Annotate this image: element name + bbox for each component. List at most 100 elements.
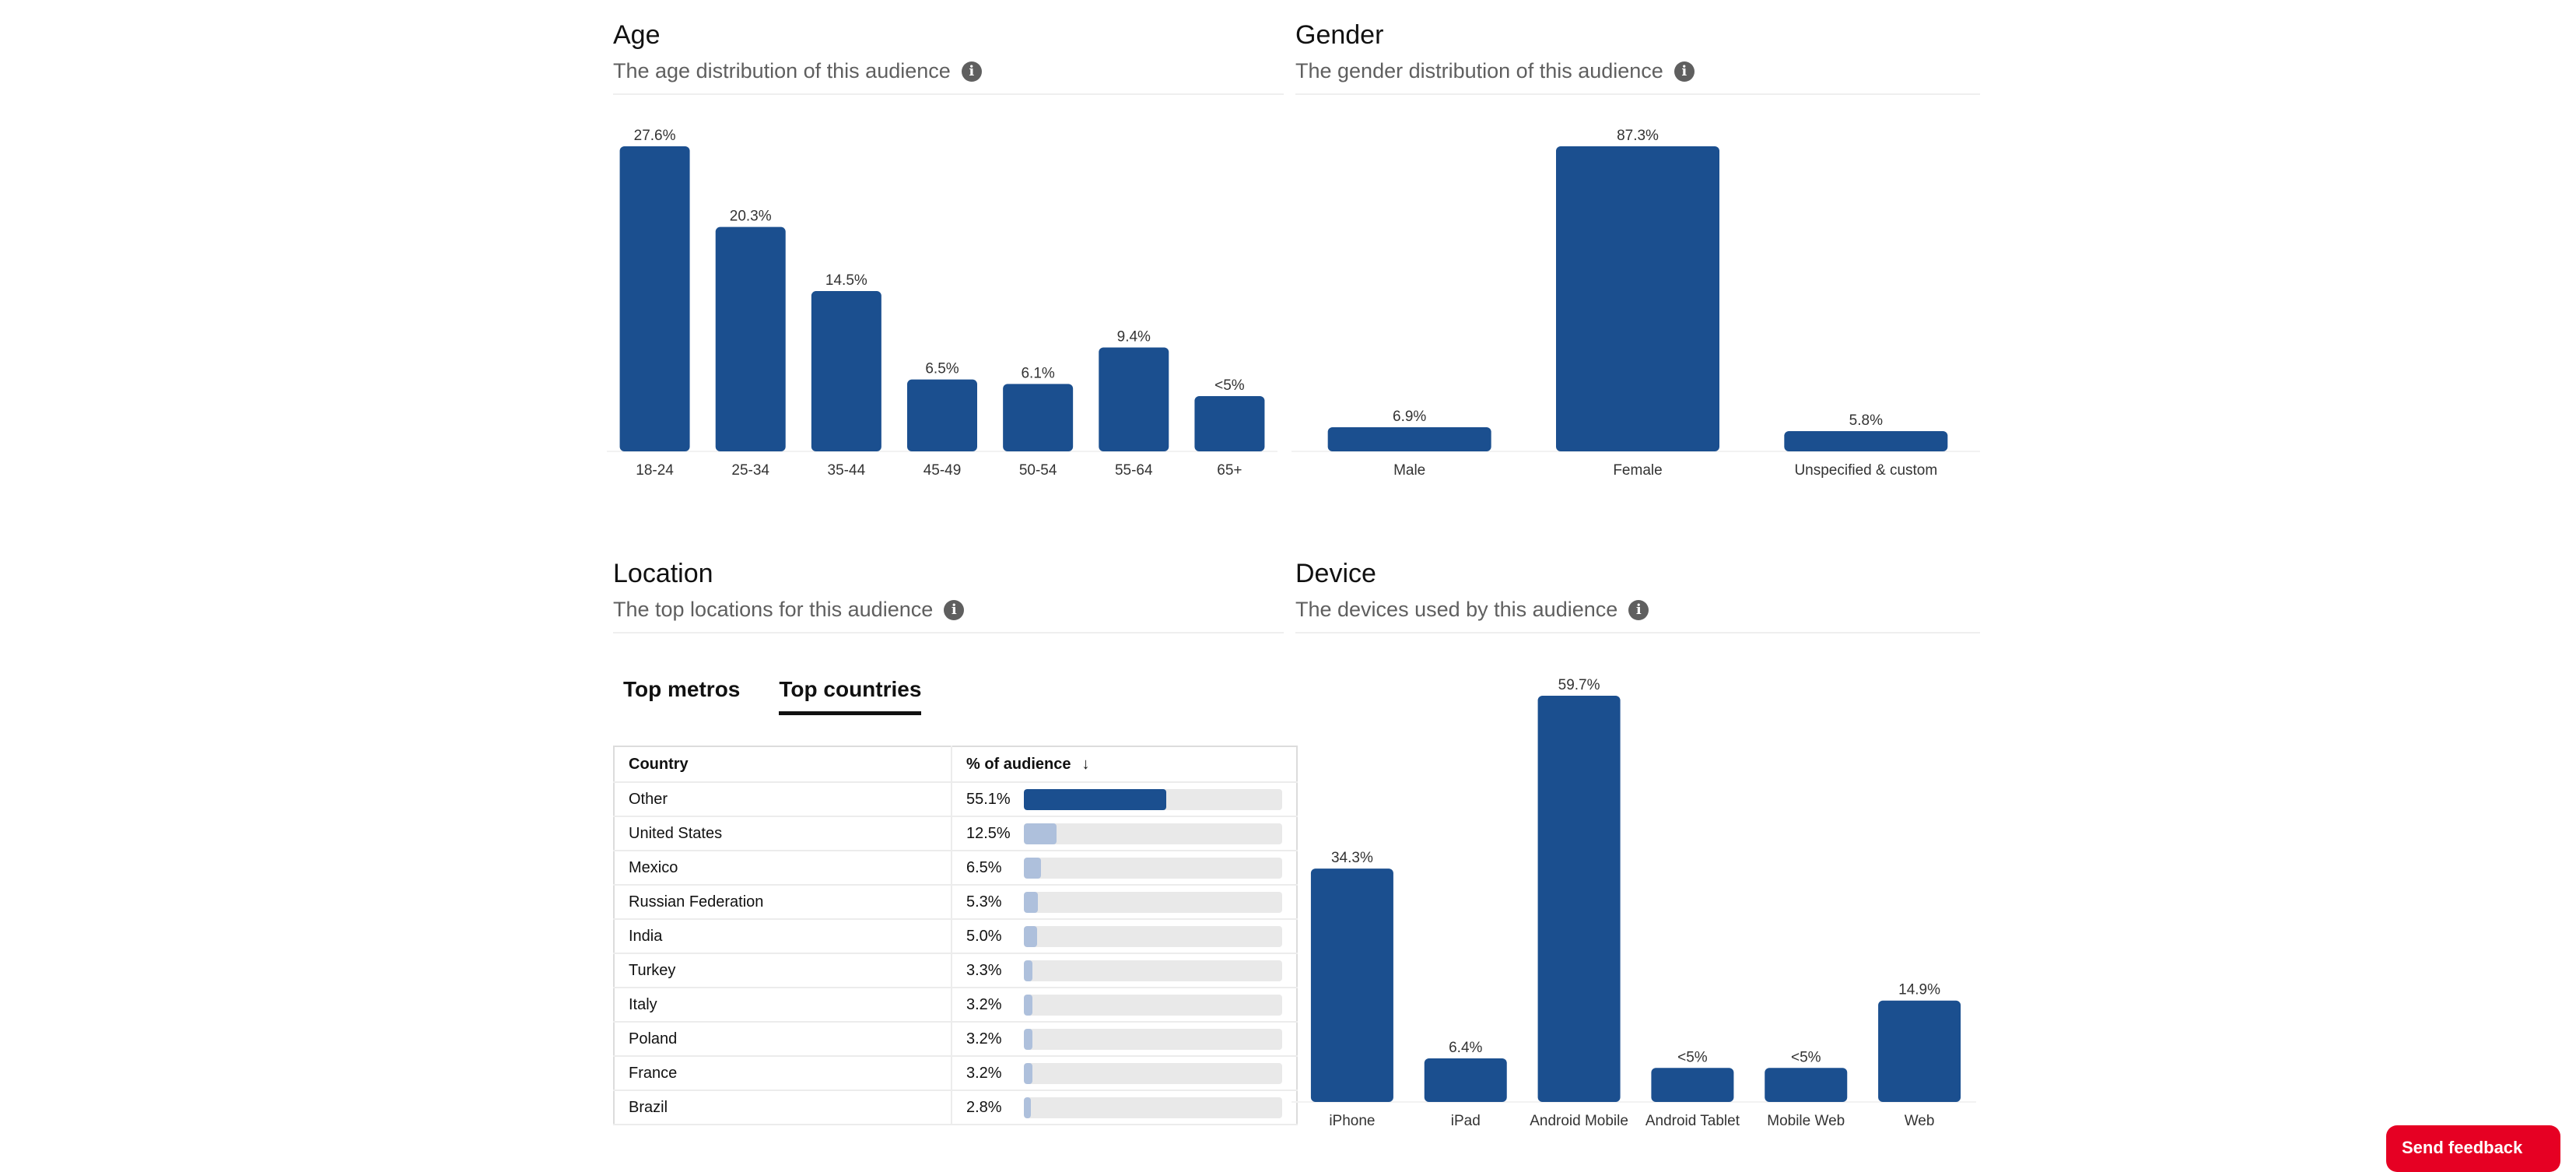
bar-50-54[interactable] bbox=[1003, 384, 1074, 451]
pct-value: 3.3% bbox=[966, 961, 1002, 979]
pct-value: 5.0% bbox=[966, 927, 1002, 945]
age-chart: 27.6% 18-24 20.3% 25-34 14.5% 35-44 6.5% 45-49 6… bbox=[607, 128, 1277, 479]
country-column-header[interactable]: Country bbox=[614, 746, 952, 782]
x-tick-label: 55-64 bbox=[1115, 462, 1153, 479]
bar-ipad[interactable] bbox=[1424, 1058, 1507, 1102]
data-label: 6.5% bbox=[925, 361, 959, 377]
pct-bar-track bbox=[1024, 823, 1282, 844]
data-label: 34.3% bbox=[1331, 850, 1373, 866]
pct-bar-fill bbox=[1024, 1028, 1032, 1050]
pct-value: 2.8% bbox=[966, 1098, 1002, 1116]
pct-bar-track bbox=[1024, 1062, 1282, 1084]
country-pct-cell: 5.0% bbox=[952, 919, 1297, 953]
bar-web[interactable] bbox=[1878, 1000, 1961, 1102]
data-label: 87.3% bbox=[1617, 128, 1659, 144]
pct-bar-fill bbox=[1024, 960, 1032, 981]
info-icon[interactable]: i bbox=[1628, 599, 1649, 620]
sort-arrow-down-icon[interactable]: ↓ bbox=[1081, 755, 1090, 773]
location-divider bbox=[613, 632, 1284, 633]
country-name: United States bbox=[614, 816, 952, 851]
bar-45-49[interactable] bbox=[907, 379, 977, 451]
info-icon[interactable]: i bbox=[1674, 61, 1695, 82]
age-title: Age bbox=[613, 20, 661, 50]
bar-65-[interactable] bbox=[1194, 395, 1265, 451]
country-pct-cell: 6.5% bbox=[952, 851, 1297, 885]
data-label: 5.8% bbox=[1849, 412, 1883, 429]
x-tick-label: iPhone bbox=[1329, 1113, 1375, 1129]
location-subtitle: The top locations for this audience i bbox=[613, 598, 965, 622]
data-label: 14.9% bbox=[1898, 982, 1940, 998]
country-name: Mexico bbox=[614, 851, 952, 885]
info-icon[interactable]: i bbox=[961, 61, 982, 82]
table-header-row: Country % of audience ↓ bbox=[614, 746, 1297, 782]
country-name: Turkey bbox=[614, 953, 952, 988]
bar-unspecified-custom[interactable] bbox=[1784, 430, 1948, 451]
country-name: India bbox=[614, 919, 952, 953]
device-chart: 34.3% iPhone 6.4% iPad 59.7% Android Mobile <5… bbox=[1292, 677, 1976, 1129]
pct-bar-fill bbox=[1024, 1062, 1032, 1084]
pct-column-header[interactable]: % of audience ↓ bbox=[952, 746, 1297, 782]
pct-cell-content: 2.8% bbox=[966, 1097, 1282, 1118]
data-label: 59.7% bbox=[1558, 677, 1600, 693]
device-subtitle-text: The devices used by this audience bbox=[1295, 598, 1618, 621]
data-label: 6.1% bbox=[1021, 365, 1054, 381]
country-name: Italy bbox=[614, 988, 952, 1022]
pct-bar-fill bbox=[1024, 994, 1032, 1016]
pct-bar-fill bbox=[1024, 891, 1038, 913]
table-row: Russian Federation 5.3% bbox=[614, 885, 1297, 919]
data-label: <5% bbox=[1214, 377, 1245, 394]
table-row: Mexico 6.5% bbox=[614, 851, 1297, 885]
bar-55-64[interactable] bbox=[1099, 347, 1169, 451]
x-tick-label: 35-44 bbox=[828, 462, 866, 479]
info-icon[interactable]: i bbox=[944, 599, 965, 620]
pct-value: 12.5% bbox=[966, 824, 1011, 842]
table-row: Other 55.1% bbox=[614, 782, 1297, 816]
device-subtitle: The devices used by this audience i bbox=[1295, 598, 1649, 622]
x-tick-label: 18-24 bbox=[636, 462, 674, 479]
x-tick-label: 25-34 bbox=[731, 462, 769, 479]
pct-bar-fill bbox=[1024, 925, 1037, 947]
country-name: Brazil bbox=[614, 1090, 952, 1125]
x-tick-label: 65+ bbox=[1217, 462, 1242, 479]
pct-bar-track bbox=[1024, 925, 1282, 947]
data-label: 14.5% bbox=[825, 272, 867, 289]
bar-android-tablet[interactable] bbox=[1651, 1068, 1734, 1102]
pct-cell-content: 6.5% bbox=[966, 857, 1282, 879]
country-pct-cell: 12.5% bbox=[952, 816, 1297, 851]
pct-bar-track bbox=[1024, 1028, 1282, 1050]
bar-25-34[interactable] bbox=[715, 226, 786, 451]
country-pct-cell: 3.2% bbox=[952, 1056, 1297, 1090]
pct-cell-content: 5.0% bbox=[966, 925, 1282, 947]
tab-top-countries[interactable]: Top countries bbox=[779, 677, 922, 715]
tab-top-metros[interactable]: Top metros bbox=[623, 677, 741, 701]
pct-bar-fill bbox=[1024, 1097, 1032, 1118]
bar-35-44[interactable] bbox=[811, 291, 881, 451]
table-row: Brazil 2.8% bbox=[614, 1090, 1297, 1125]
bar-male[interactable] bbox=[1327, 427, 1491, 451]
gender-subtitle-text: The gender distribution of this audience bbox=[1295, 59, 1663, 82]
location-subtitle-text: The top locations for this audience bbox=[613, 598, 934, 621]
gender-title: Gender bbox=[1295, 20, 1384, 50]
pct-value: 5.3% bbox=[966, 893, 1002, 911]
bar-android-mobile[interactable] bbox=[1537, 696, 1621, 1102]
data-label: <5% bbox=[1677, 1049, 1708, 1065]
bar-mobile-web[interactable] bbox=[1765, 1068, 1848, 1102]
table-row: United States 12.5% bbox=[614, 816, 1297, 851]
pct-cell-content: 3.2% bbox=[966, 1028, 1282, 1050]
pct-bar-fill bbox=[1024, 857, 1041, 879]
bar-18-24[interactable] bbox=[619, 146, 690, 451]
country-pct-cell: 55.1% bbox=[952, 782, 1297, 816]
table-row: Poland 3.2% bbox=[614, 1022, 1297, 1056]
data-label: <5% bbox=[1791, 1049, 1821, 1065]
table-row: India 5.0% bbox=[614, 919, 1297, 953]
x-tick-label: Mobile Web bbox=[1767, 1113, 1845, 1129]
age-subtitle: The age distribution of this audience i bbox=[613, 59, 982, 83]
pct-column-label: % of audience bbox=[966, 755, 1071, 773]
x-tick-label: iPad bbox=[1451, 1113, 1481, 1129]
bar-iphone[interactable] bbox=[1310, 868, 1393, 1102]
bar-female[interactable] bbox=[1556, 146, 1719, 451]
pct-bar-track bbox=[1024, 1097, 1282, 1118]
send-feedback-button[interactable]: Send feedback bbox=[2386, 1125, 2560, 1172]
x-tick-label: Web bbox=[1905, 1113, 1935, 1129]
country-name: France bbox=[614, 1056, 952, 1090]
